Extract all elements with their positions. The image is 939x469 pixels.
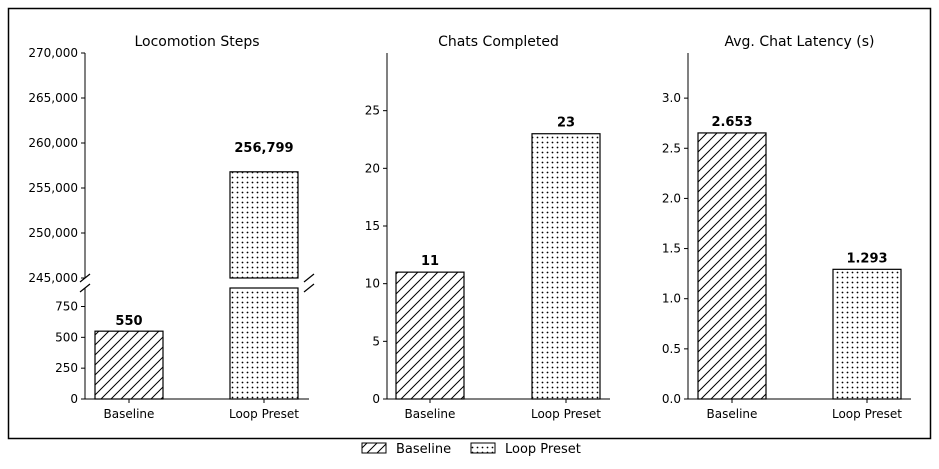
x-tick-label: Baseline [707,407,758,421]
chart-locomotion-steps: Locomotion Steps 245,000 250,000 255,000 260… [28,34,315,421]
y-tick-label: 270,000 [28,46,78,60]
y-tick-label: 1.0 [662,292,681,306]
data-label: 1.293 [846,251,887,266]
y-tick-label: 20 [365,161,380,175]
y-tick-label: 0.5 [662,342,681,356]
legend-swatch-baseline [361,442,387,454]
x-tick-label: Loop Preset [531,407,601,421]
y-tick-label: 265,000 [28,91,78,105]
y-tick-label: 255,000 [28,181,78,195]
y-tick-label: 500 [55,330,78,344]
data-label: 256,799 [234,141,293,156]
y-tick-label: 2.0 [662,191,681,205]
y-tick-label: 250,000 [28,226,78,240]
chart-avg-chat-latency-s: Avg. Chat Latency (s) 0.0 0.5 1.0 1.5 2.0 2.5 3… [662,34,911,421]
y-tick-label: 15 [365,219,380,233]
bar-baseline [395,271,465,400]
data-label: 2.653 [711,115,752,130]
bar-loop-preset-lower [229,287,299,400]
y-tick-label: 3.0 [662,91,681,105]
y-tick-label: 250 [55,361,78,375]
bar-loop-preset-upper [229,171,299,279]
axis-break-mark [303,283,315,293]
bar-baseline [94,330,164,400]
y-tick-label: 0 [372,392,380,406]
chart-chats-completed: Chats Completed 0 5 10 15 20 25 11 Baseline 23 Loo… [365,34,610,421]
axis-break-mark [79,283,91,293]
legend-label-loop-preset: Loop Preset [505,442,581,457]
chart-title: Locomotion Steps [134,34,259,50]
chart-title: Avg. Chat Latency (s) [724,34,874,50]
bar-loop-preset [832,268,902,400]
y-tick-label: 1.5 [662,242,681,256]
y-tick-label: 245,000 [28,271,78,285]
data-label: 550 [115,314,142,329]
x-tick-label: Baseline [405,407,456,421]
axis-break-mark [79,273,91,283]
y-tick-label: 2.5 [662,141,681,155]
axis-break-mark [303,273,315,283]
data-label: 11 [421,254,439,269]
charts-group: Locomotion Steps 245,000 250,000 255,000 260… [28,34,911,421]
x-tick-label: Baseline [104,407,155,421]
y-tick-label: 260,000 [28,136,78,150]
y-tick-label: 750 [55,300,78,314]
y-tick-label: 5 [372,334,380,348]
chart-title: Chats Completed [438,34,559,50]
y-tick-label: 0.0 [662,392,681,406]
y-tick-label: 0 [70,392,78,406]
x-tick-label: Loop Preset [229,407,299,421]
data-label: 23 [557,116,575,131]
x-tick-label: Loop Preset [832,407,902,421]
y-tick-label: 10 [365,277,380,291]
bar-loop-preset [531,133,601,400]
legend-label-baseline: Baseline [396,442,451,457]
legend-swatch-loop-preset [470,442,496,454]
bar-baseline [697,132,767,400]
y-tick-label: 25 [365,104,380,118]
legend: Baseline Loop Preset [361,442,581,457]
